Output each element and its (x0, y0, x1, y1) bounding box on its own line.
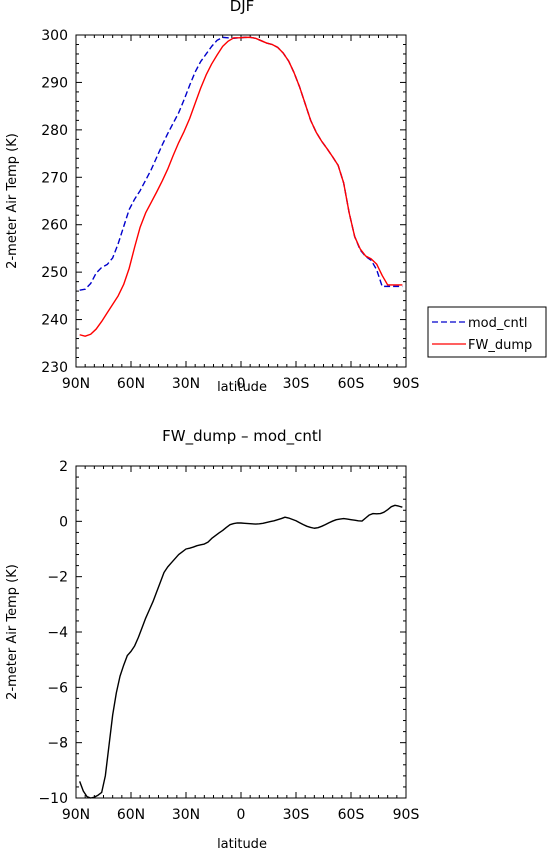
bottom-axis-ticks (75, 465, 407, 799)
top-y-tick-labels: 230 240 250 260 270 280 290 300 (41, 28, 68, 376)
x-tick-label: 60S (338, 807, 365, 823)
bottom-chart-title: FW_dump – mod_cntl (162, 427, 322, 446)
y-tick-label: −2 (47, 570, 68, 586)
top-x-tick-labels: 90N 60N 30N 0 30S 60S 90S (62, 376, 420, 392)
x-tick-label: 60N (117, 807, 145, 823)
top-plot-frame (75, 34, 407, 368)
y-tick-label: −8 (47, 736, 68, 752)
x-tick-label: 60N (117, 376, 145, 392)
x-tick-label: 0 (237, 376, 246, 392)
bottom-plot-frame (75, 465, 407, 799)
x-tick-label: 30N (172, 376, 200, 392)
bottom-y-tick-labels: −10 −8 −6 −4 −2 0 2 (38, 459, 68, 807)
bottom-panel: FW_dump – mod_cntl −10 −8 −6 −4 −2 0 2 90N 60N 3… (5, 427, 419, 851)
y-tick-label: 270 (41, 170, 68, 186)
x-tick-label: 0 (237, 807, 246, 823)
x-tick-label: 30N (172, 807, 200, 823)
y-tick-label: 250 (41, 265, 68, 281)
y-tick-label: 260 (41, 218, 68, 234)
x-tick-label: 30S (283, 376, 310, 392)
series-line-mod_cntl (79, 36, 403, 291)
top-chart-title: DJF (230, 0, 255, 15)
y-tick-label: 300 (41, 28, 68, 44)
legend-box (427, 306, 547, 358)
x-tick-label: 60S (338, 376, 365, 392)
y-tick-label: 2 (59, 459, 68, 475)
y-tick-label: 280 (41, 123, 68, 139)
legend: mod_cntl FW_dump (427, 306, 547, 358)
top-y-axis-label: 2-meter Air Temp (K) (5, 133, 20, 269)
y-tick-label: 0 (59, 514, 68, 530)
x-tick-label: 90N (62, 376, 90, 392)
top-axis-ticks (75, 34, 407, 368)
x-tick-label: 30S (283, 807, 310, 823)
x-tick-label: 90S (393, 376, 420, 392)
top-series-lines (79, 36, 403, 337)
series-line-series-0 (79, 504, 403, 799)
top-panel: DJF 230 240 250 260 270 280 290 300 90N 60N 30N 0 3… (5, 0, 419, 395)
y-tick-label: −6 (47, 680, 68, 696)
x-tick-label: 90N (62, 807, 90, 823)
y-tick-label: 230 (41, 360, 68, 376)
y-tick-label: 240 (41, 313, 68, 329)
bottom-y-axis-label: 2-meter Air Temp (K) (5, 564, 20, 700)
series-line-FW_dump (79, 36, 403, 337)
bottom-x-axis-label: latitude (217, 837, 267, 851)
x-tick-label: 90S (393, 807, 420, 823)
bottom-x-tick-labels: 90N 60N 30N 0 30S 60S 90S (62, 807, 420, 823)
top-x-axis-label: latitude (217, 380, 267, 395)
y-tick-label: −10 (38, 791, 68, 807)
y-tick-label: 290 (41, 75, 68, 91)
y-tick-label: −4 (47, 625, 68, 641)
legend-label-fw-dump: FW_dump (468, 338, 532, 353)
bottom-series-lines (79, 504, 403, 799)
legend-label-mod-cntl: mod_cntl (468, 316, 527, 331)
